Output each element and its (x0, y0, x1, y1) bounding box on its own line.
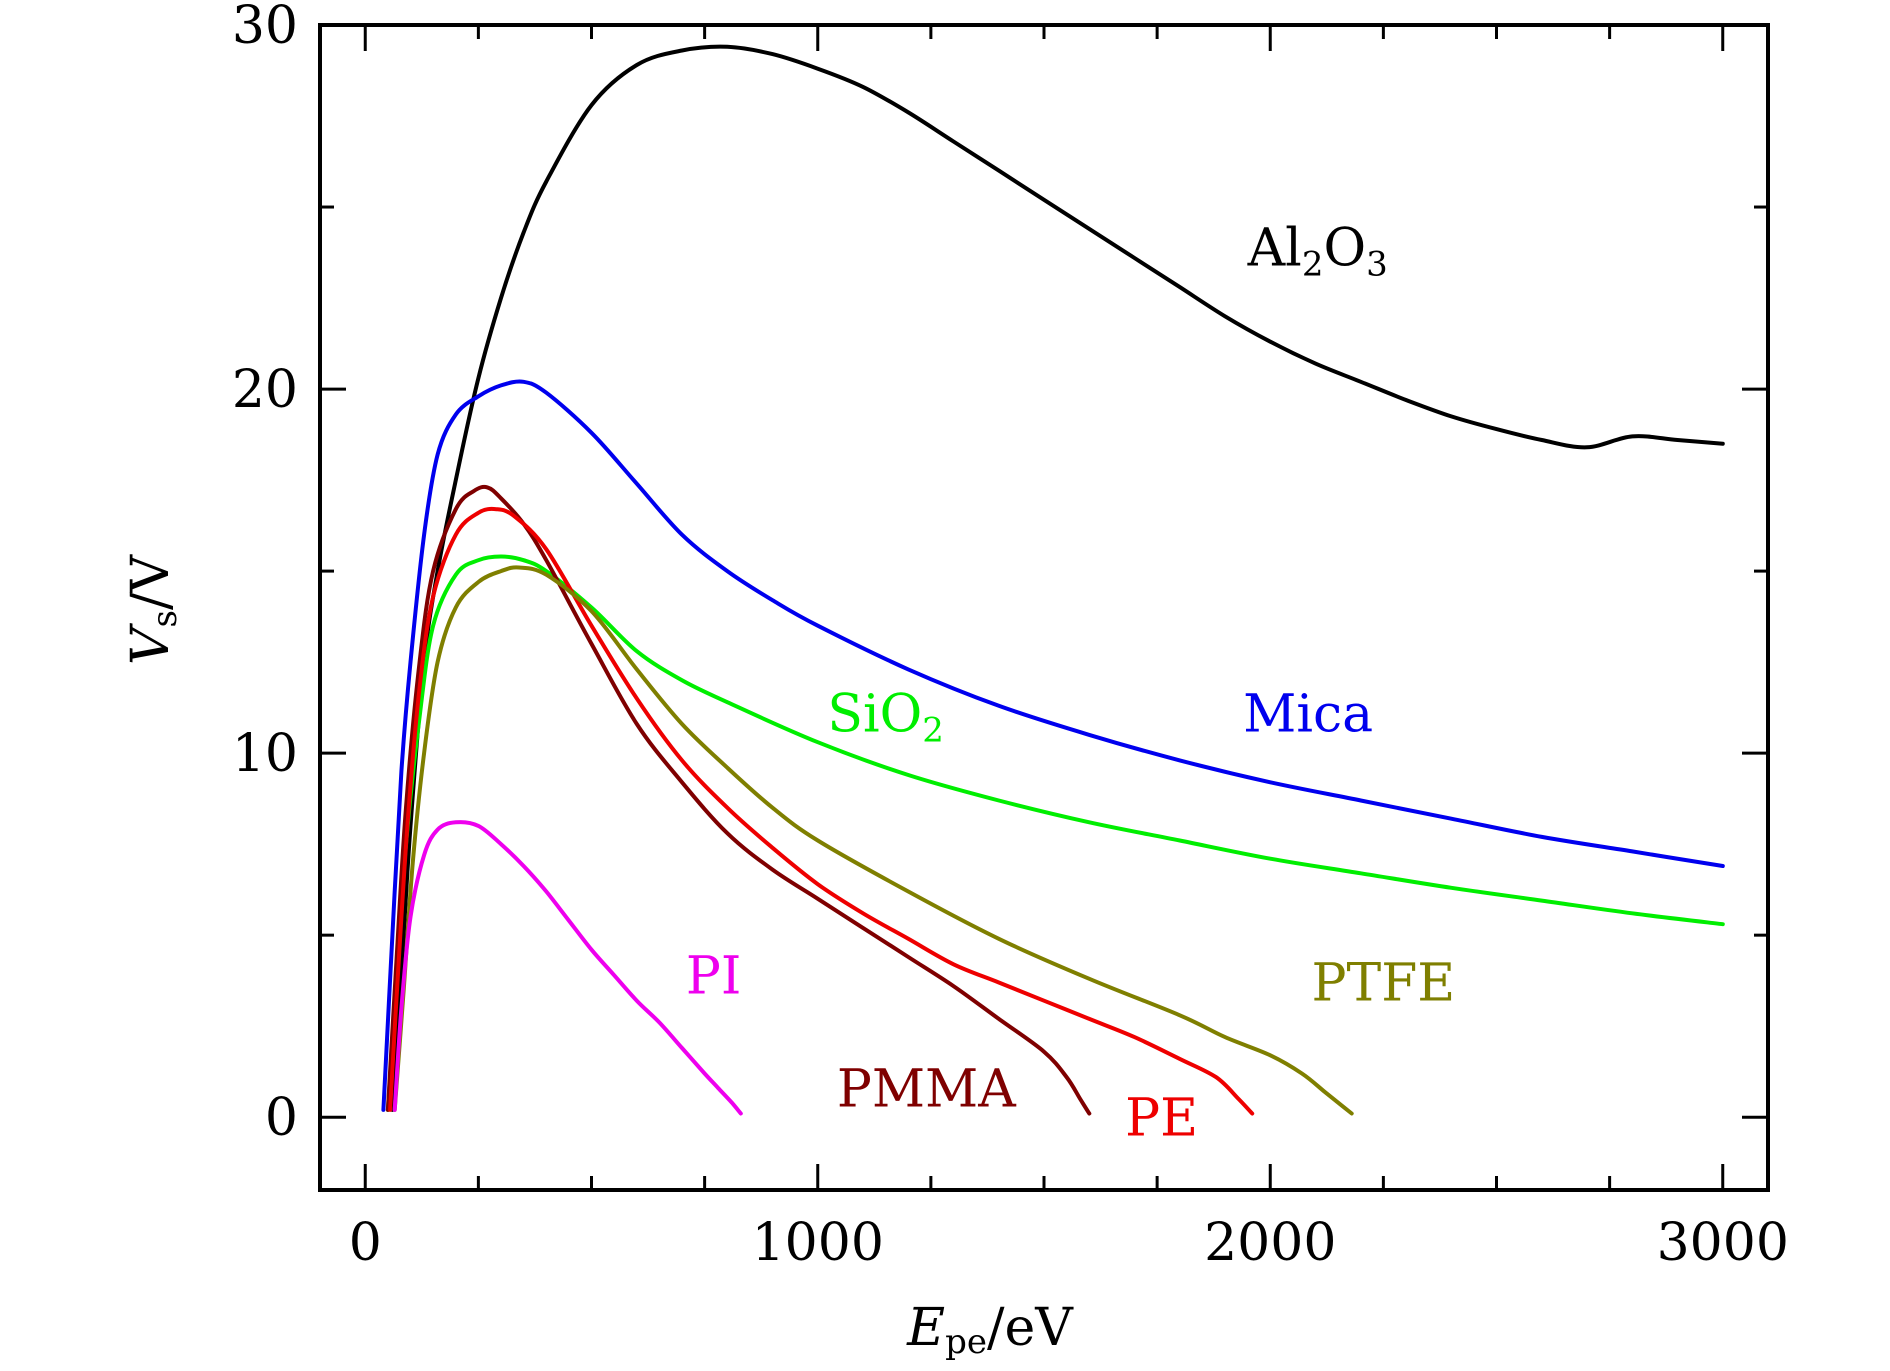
series-line-mica (381, 379, 1725, 1112)
x-tick-label: 2000 (1204, 1213, 1336, 1273)
series-label-pe: PE (1125, 1088, 1198, 1148)
x-tick-label: 0 (349, 1213, 382, 1273)
series-label-mica: Mica (1243, 684, 1373, 744)
y-tick-label: 0 (265, 1088, 298, 1148)
y-tick-label: 20 (232, 360, 298, 420)
series-label-sio2: SiO2 (827, 684, 944, 750)
series-label-al2o3: Al2O3 (1247, 218, 1388, 284)
series-line-ptfe (392, 565, 1354, 1116)
x-axis-title: Epe/eV (906, 1298, 1074, 1362)
series-line-pi (392, 820, 743, 1116)
series-label-pi: PI (686, 946, 742, 1006)
y-tick-label: 30 (232, 0, 298, 56)
series-line-al2o3 (390, 44, 1725, 1112)
series-line-pe (388, 506, 1255, 1116)
series-label-pmma: PMMA (837, 1059, 1017, 1119)
x-tick-label: 3000 (1657, 1213, 1789, 1273)
series-layer (381, 44, 1725, 1116)
ticks-layer: 0 1000 2000 3000 0 10 20 30 (232, 0, 1789, 1273)
series-line-sio2 (385, 554, 1725, 1112)
x-tick-label: 1000 (752, 1213, 884, 1273)
series-labels-layer: Al2O3 Mica SiO2 PTFE PI PMMA PE (686, 218, 1455, 1148)
series-label-ptfe: PTFE (1312, 954, 1456, 1014)
series-line-pmma (385, 484, 1092, 1116)
y-axis-title: Vs/V (121, 554, 185, 666)
y-tick-label: 10 (232, 724, 298, 784)
